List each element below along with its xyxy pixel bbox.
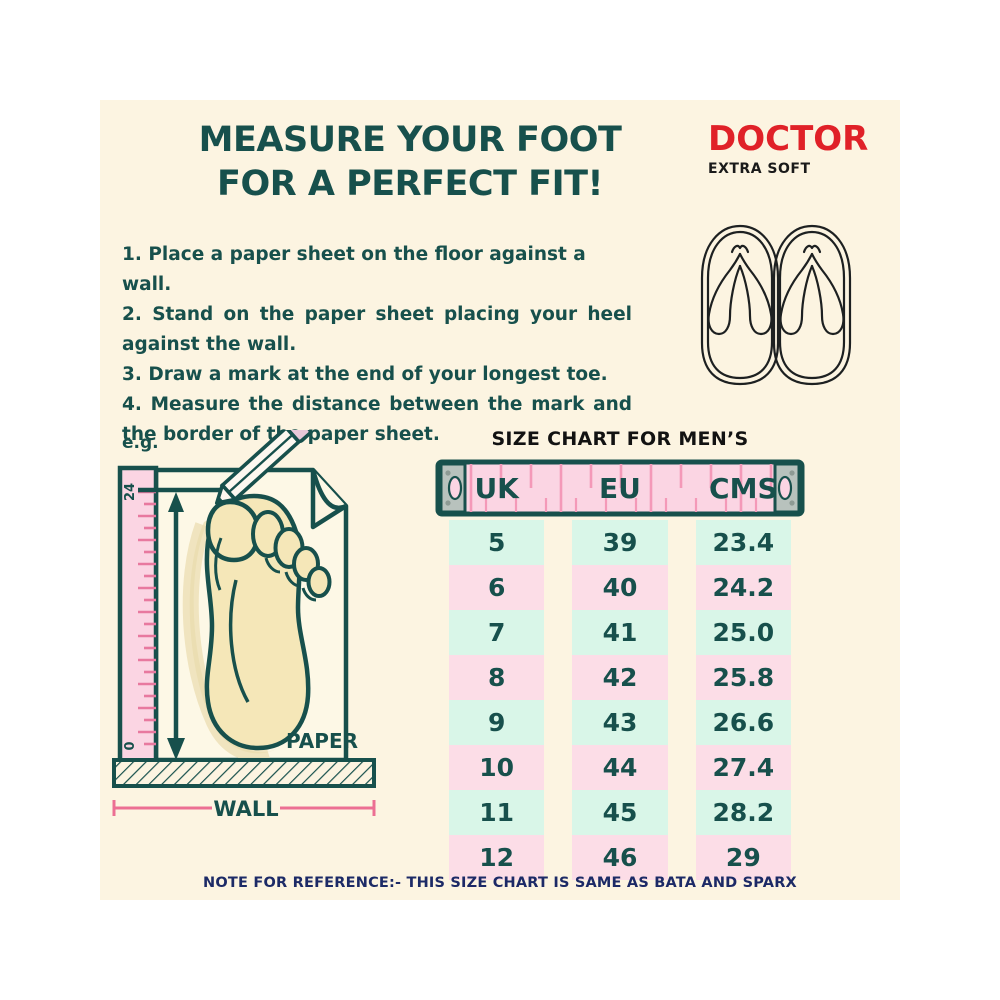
cell-eu: 41 — [572, 610, 668, 655]
ruler: 24 0 — [117, 465, 159, 765]
instruction-step-2: 2. Stand on the paper sheet placing your… — [122, 304, 632, 355]
measurement-arrow — [138, 487, 230, 748]
column-header-eu: EU — [599, 471, 641, 505]
foot-shape — [204, 493, 332, 751]
cell-eu: 45 — [572, 790, 668, 835]
cell-eu: 42 — [572, 655, 668, 700]
column-header-cms: CMS — [709, 471, 778, 505]
foot-measure-illustration: 24 0 PAPER — [112, 430, 376, 821]
cell-eu: 43 — [572, 700, 668, 745]
measuring-tape-header — [435, 459, 805, 517]
size-chart-header-row: UK EU CMS — [435, 458, 805, 518]
cell-uk: 8 — [449, 655, 545, 700]
reference-note: NOTE FOR REFERENCE:- THIS SIZE CHART IS … — [203, 875, 797, 891]
cell-cms: 27.4 — [695, 745, 791, 790]
brand-tagline: EXTRA SOFT — [708, 161, 811, 177]
cell-cms: 28.2 — [695, 790, 791, 835]
example-label: e.g. — [122, 433, 159, 453]
ruler-top-value: 24 — [123, 483, 138, 501]
cell-cms: 23.4 — [695, 520, 791, 565]
table-row: 11 45 28.2 — [435, 790, 805, 835]
instruction-step-3: 3. Draw a mark at the end of your longes… — [122, 364, 608, 385]
cell-uk: 10 — [449, 745, 545, 790]
wall-strip — [112, 758, 376, 788]
cell-eu: 46 — [572, 835, 668, 880]
wall-label: WALL — [213, 797, 278, 821]
cell-eu: 40 — [572, 565, 668, 610]
table-row: 6 40 24.2 — [435, 565, 805, 610]
size-chart-table: 5 39 23.4 6 40 24.2 7 41 25.0 8 42 25.8 … — [435, 520, 805, 880]
cell-eu: 44 — [572, 745, 668, 790]
paper-label: PAPER — [286, 729, 358, 753]
cell-uk: 12 — [449, 835, 545, 880]
brand-name: DOCTOR — [708, 119, 869, 159]
cell-uk: 11 — [449, 790, 545, 835]
infographic-panel: MEASURE YOUR FOOT FOR A PERFECT FIT! DOC… — [100, 100, 900, 900]
brand-logo: DOCTOR EXTRA SOFT — [708, 120, 898, 178]
instruction-list: 1. Place a paper sheet on the floor agai… — [122, 240, 632, 450]
cell-cms: 25.8 — [695, 655, 791, 700]
table-row: 7 41 25.0 — [435, 610, 805, 655]
title-line-2: FOR A PERFECT FIT! — [217, 164, 603, 204]
cell-cms: 25.0 — [695, 610, 791, 655]
table-row: 8 42 25.8 — [435, 655, 805, 700]
page-title: MEASURE YOUR FOOT FOR A PERFECT FIT! — [120, 118, 700, 206]
size-chart-title: SIZE CHART FOR MEN’S — [491, 428, 749, 450]
wall-dimension — [112, 800, 376, 816]
instruction-step-1: 1. Place a paper sheet on the floor agai… — [122, 244, 586, 295]
flip-flops-icon — [700, 224, 852, 386]
cell-cms: 29 — [695, 835, 791, 880]
cell-uk: 5 — [449, 520, 545, 565]
column-header-uk: UK — [474, 471, 519, 505]
cell-uk: 9 — [449, 700, 545, 745]
cell-uk: 6 — [449, 565, 545, 610]
cell-eu: 39 — [572, 520, 668, 565]
pencil-icon — [214, 430, 313, 505]
cell-cms: 24.2 — [695, 565, 791, 610]
cell-uk: 7 — [449, 610, 545, 655]
table-row: 10 44 27.4 — [435, 745, 805, 790]
table-row: 9 43 26.6 — [435, 700, 805, 745]
cell-cms: 26.6 — [695, 700, 791, 745]
ruler-bottom-value: 0 — [123, 741, 138, 750]
title-line-1: MEASURE YOUR FOOT — [198, 120, 622, 160]
table-row: 5 39 23.4 — [435, 520, 805, 565]
table-row: 12 46 29 — [435, 835, 805, 880]
